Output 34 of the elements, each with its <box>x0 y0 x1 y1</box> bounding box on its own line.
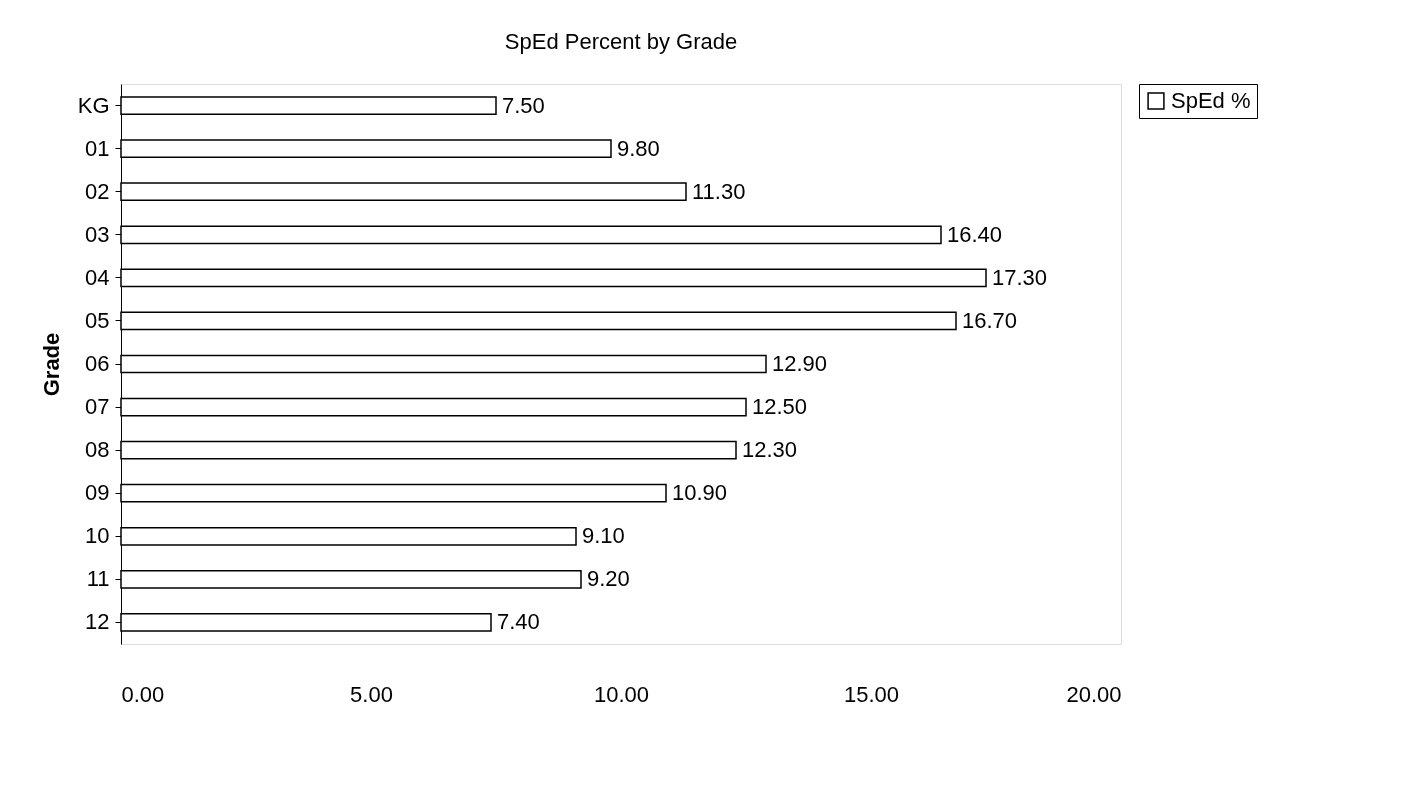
y-tick-label: 02 <box>85 178 110 204</box>
data-label: 7.40 <box>497 609 540 635</box>
data-label: 16.70 <box>962 307 1018 333</box>
y-tick-label: 06 <box>85 351 110 376</box>
data-label: 10.90 <box>672 480 728 506</box>
data-label: 11.30 <box>692 178 746 204</box>
y-tick-label: 08 <box>85 437 110 463</box>
data-label: 12.90 <box>772 351 828 376</box>
data-label: 17.30 <box>992 264 1048 290</box>
x-tick-label: 0.00 <box>121 681 165 707</box>
data-label: 9.20 <box>587 566 630 592</box>
x-tick-label: 20.00 <box>1066 681 1122 707</box>
x-tick-label: 15.00 <box>843 681 900 707</box>
y-tick-label: 01 <box>85 135 110 161</box>
y-tick-label: 10 <box>85 523 110 549</box>
data-label: 9.10 <box>582 523 625 549</box>
data-label: 12.30 <box>742 437 798 463</box>
x-tick-label: 5.00 <box>350 681 393 707</box>
y-tick-label: 07 <box>85 394 110 420</box>
y-axis-title: Grade <box>38 332 64 397</box>
data-label: 7.50 <box>502 92 545 118</box>
y-tick-label: 11 <box>86 566 110 592</box>
chart-title: SpEd Percent by Grade <box>504 28 738 54</box>
y-tick-label: 09 <box>85 480 110 506</box>
y-tick-label: KG <box>77 92 110 118</box>
x-tick-label: 10.00 <box>593 681 650 707</box>
data-label: 16.40 <box>947 221 1003 247</box>
y-tick-label: 05 <box>85 307 110 333</box>
data-label: 9.80 <box>617 135 660 161</box>
data-label: 12.50 <box>752 394 808 420</box>
legend-label: SpEd % <box>1171 88 1251 113</box>
y-tick-label: 04 <box>85 264 110 290</box>
y-tick-label: 03 <box>85 221 110 247</box>
y-tick-label: 12 <box>85 609 110 635</box>
